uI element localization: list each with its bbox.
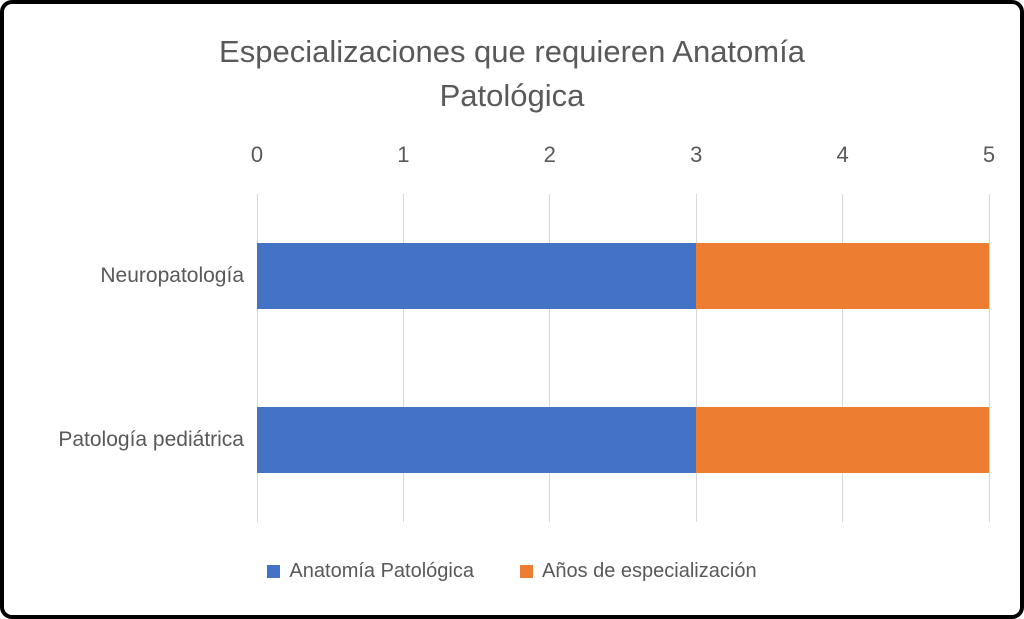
x-tick-label: 2 xyxy=(543,142,556,167)
bars xyxy=(257,194,989,522)
bar-segment xyxy=(257,243,697,309)
gridline xyxy=(988,194,990,522)
legend-marker xyxy=(519,565,533,578)
bar-segment xyxy=(257,407,697,473)
x-tick-label: 0 xyxy=(250,142,264,167)
chart-title-text: Especializaciones que requieren Anatomía… xyxy=(219,34,805,114)
x-axis: 0 1 2 3 4 5 xyxy=(251,142,995,172)
gridline xyxy=(695,194,697,522)
gridline xyxy=(256,194,258,522)
bar-row xyxy=(257,358,989,522)
legend-marker xyxy=(267,565,281,578)
x-tick-label: 1 xyxy=(397,142,410,167)
gridline xyxy=(549,194,551,522)
chart-title: Especializaciones que requieren Anatomía… xyxy=(4,30,1020,118)
x-tick-label: 3 xyxy=(690,142,703,167)
gridline xyxy=(402,194,404,522)
plot-area xyxy=(256,194,990,522)
legend: Anatomía Patológica Años de especializaci… xyxy=(4,560,1020,583)
gridline xyxy=(842,194,844,522)
bar-row xyxy=(257,194,989,358)
x-tick-label: 5 xyxy=(982,142,996,167)
legend-item: Años de especialización xyxy=(519,560,757,583)
category-labels: Neuropatología Patología pediátrica xyxy=(20,194,244,522)
stacked-bar xyxy=(257,407,989,473)
stacked-bar xyxy=(257,243,989,309)
category-label: Patología pediátrica xyxy=(58,428,244,451)
x-tick-label: 4 xyxy=(836,142,849,167)
bar-segment xyxy=(696,407,989,473)
legend-label: Años de especialización xyxy=(541,560,757,582)
legend-label: Anatomía Patológica xyxy=(289,560,474,582)
bar-segment xyxy=(696,243,989,309)
category-label: Neuropatología xyxy=(100,264,244,287)
legend-item: Anatomía Patológica xyxy=(267,560,474,583)
